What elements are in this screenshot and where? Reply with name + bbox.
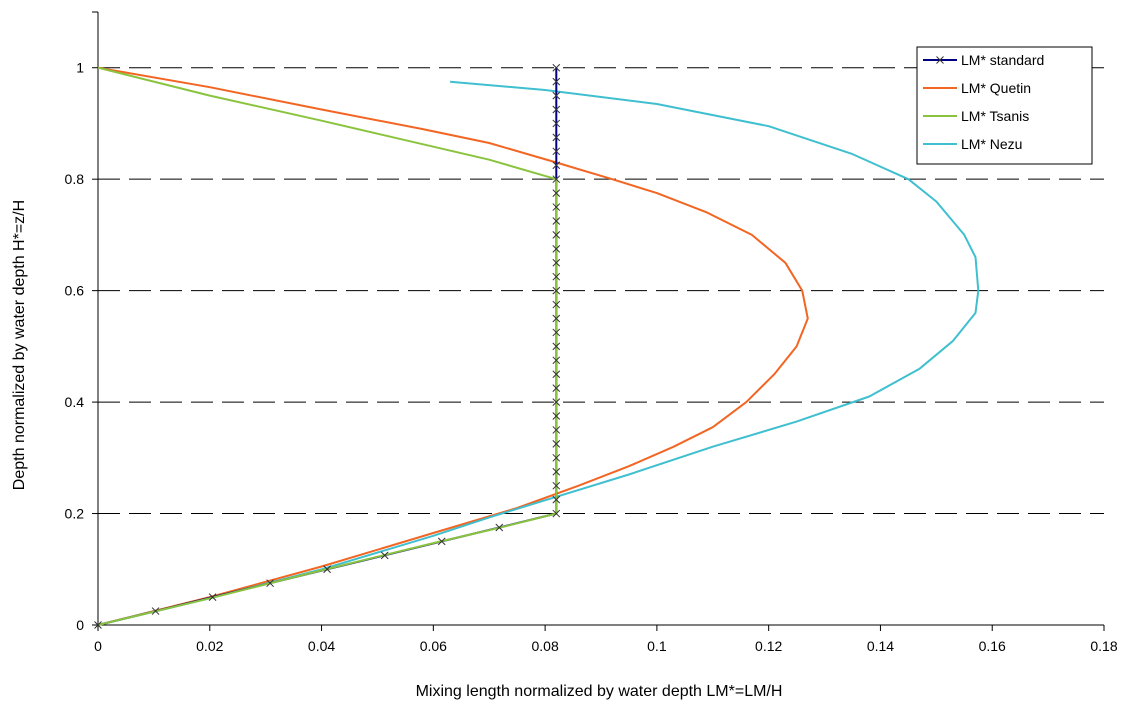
data-point-marker: [552, 467, 561, 476]
data-point-marker: [552, 342, 561, 351]
y-tick-label: 0.8: [65, 171, 85, 187]
data-point-marker: [552, 119, 561, 128]
data-point-marker: [380, 551, 389, 560]
data-point-marker: [437, 537, 446, 546]
x-tick-label: 0.16: [979, 638, 1006, 654]
data-point-marker: [552, 231, 561, 239]
data-point-marker: [552, 314, 561, 323]
data-point-marker: [552, 272, 561, 281]
data-point-marker: [552, 286, 561, 295]
legend-item-lm-standard-marker: [936, 56, 944, 64]
x-tick-label: 0.12: [755, 638, 782, 654]
data-point-marker: [552, 244, 561, 253]
data-point-marker: [151, 607, 160, 615]
data-point-marker: [552, 509, 561, 518]
data-point-marker: [552, 300, 561, 309]
x-tick-label: 0.1: [647, 638, 667, 654]
data-point-marker: [552, 453, 561, 462]
data-point-marker: [94, 621, 102, 629]
data-point-marker: [552, 356, 561, 365]
data-point-marker: [552, 147, 561, 156]
data-point-marker: [552, 133, 561, 142]
data-point-marker: [552, 426, 561, 434]
data-point-marker: [552, 175, 561, 184]
data-point-marker: [552, 217, 561, 225]
series-line-lm-nezu: [97, 80, 980, 626]
series-line-lm-standard: [97, 67, 558, 626]
data-point-marker: [552, 91, 561, 100]
data-point-marker: [495, 523, 504, 532]
data-point-marker: [323, 565, 331, 574]
data-point-marker: [552, 481, 561, 490]
data-point-marker: [552, 440, 561, 448]
data-point-marker: [552, 398, 561, 406]
data-point-marker: [552, 370, 561, 379]
legend-item-lm-quetin-label: LM* Quetin: [961, 80, 1031, 96]
x-tick-label: 0.08: [531, 638, 558, 654]
gridlines: [98, 67, 1104, 515]
x-tick-label: 0: [94, 638, 102, 654]
data-point-marker: [552, 161, 561, 170]
y-tick-label: 0.2: [65, 506, 85, 522]
y-tick-label: 0.6: [65, 283, 85, 299]
x-tick-label: 0.18: [1090, 638, 1117, 654]
y-tick-label: 0.4: [65, 394, 85, 410]
plot-area: [94, 63, 980, 629]
x-tick-labels: 0 0.02 0.04 0.06 0.08 0.1 0.12 0.14 0.16 0.18: [94, 638, 1118, 654]
data-point-marker: [552, 63, 561, 72]
y-tick-labels: 0 0.2 0.4 0.6 0.8 1: [65, 60, 85, 633]
legend-item-lm-nezu-label: LM* Nezu: [961, 136, 1022, 152]
data-point-marker: [552, 77, 561, 86]
x-axis-label: Mixing length normalized by water depth …: [416, 683, 783, 700]
data-point-marker: [552, 384, 561, 393]
x-tick-label: 0.04: [308, 638, 335, 654]
x-tick-label: 0.14: [867, 638, 894, 654]
data-point-marker: [266, 579, 274, 588]
y-axis-label: Depth normalized by water depth H*=z/H: [11, 200, 28, 490]
x-tick-label: 0.06: [420, 638, 447, 654]
axes: [92, 11, 1105, 631]
data-point-marker: [552, 258, 561, 267]
data-point-marker: [552, 189, 561, 197]
y-tick-label: 0: [76, 617, 84, 633]
data-point-marker: [208, 593, 217, 601]
legend-item-lm-standard-label: LM* standard: [961, 52, 1044, 68]
series-line-lm-tsanis: [97, 66, 558, 626]
y-tick-label: 1: [76, 60, 84, 76]
data-point-marker: [552, 328, 561, 337]
data-point-marker: [552, 495, 561, 504]
legend-item-lm-tsanis-label: LM* Tsanis: [961, 108, 1029, 124]
legend: LM* standard LM* Quetin LM* Tsanis LM* Nezu: [916, 46, 1093, 165]
data-point-marker: [552, 412, 561, 420]
data-point-marker: [552, 203, 561, 211]
x-tick-label: 0.02: [196, 638, 223, 654]
data-point-marker: [552, 105, 561, 114]
